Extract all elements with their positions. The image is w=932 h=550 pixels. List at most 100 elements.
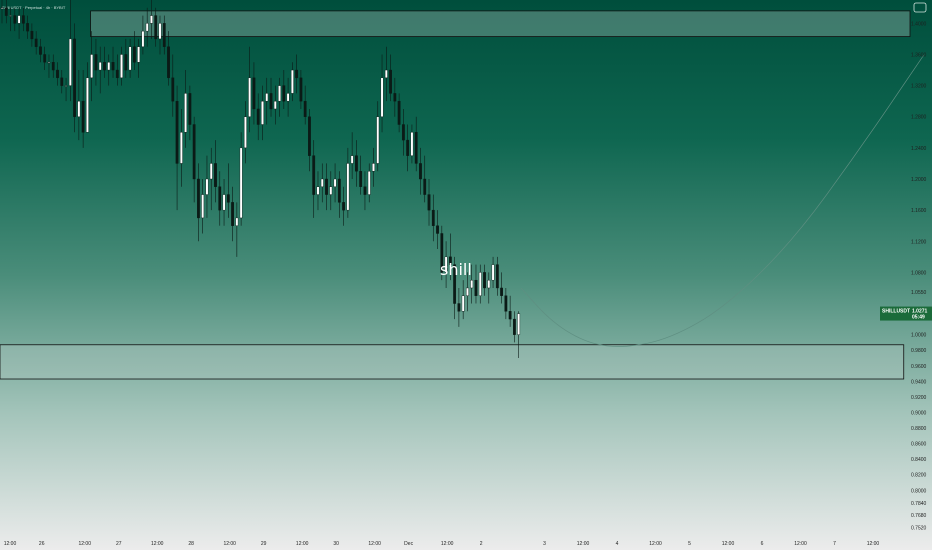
candle-body — [21, 15, 25, 24]
candle — [17, 7, 21, 39]
settings-icon[interactable] — [913, 2, 927, 13]
candle-body — [111, 62, 115, 71]
candle — [466, 272, 469, 312]
x-tick-label: 12:00 — [794, 541, 807, 547]
candle-body — [461, 295, 465, 312]
candle — [64, 77, 68, 102]
candle-body — [346, 163, 350, 211]
candle — [51, 54, 55, 78]
candle — [487, 272, 491, 304]
candle — [401, 108, 405, 156]
y-tick-label: 0.9800 — [911, 348, 927, 354]
candle-body — [248, 77, 252, 117]
candle — [30, 23, 34, 47]
candle-body — [192, 124, 196, 180]
candle-body — [316, 186, 320, 195]
y-tick-label: 0.8800 — [911, 426, 927, 432]
candle — [179, 108, 183, 187]
candle — [295, 54, 299, 94]
candle — [252, 62, 256, 125]
candle-body — [175, 100, 179, 164]
candle — [333, 163, 337, 203]
candle — [81, 70, 85, 148]
candle-body — [295, 69, 299, 79]
candle-body — [308, 116, 311, 156]
candle — [337, 171, 341, 218]
y-tick-label: 0.9400 — [911, 379, 927, 385]
candle — [470, 264, 474, 304]
candle — [278, 77, 281, 117]
x-tick-label: Dec — [404, 541, 413, 547]
candle-body — [414, 132, 418, 164]
candle-body — [30, 30, 34, 40]
candle-body — [299, 77, 303, 102]
candle-body — [4, 7, 8, 16]
candle — [205, 155, 209, 218]
y-tick-label: 1.0000 — [911, 333, 927, 339]
candle-body — [466, 287, 469, 296]
candle-body — [363, 186, 367, 195]
candle — [158, 15, 162, 55]
candle-body — [448, 256, 452, 265]
y-tick-label: 1.0800 — [911, 270, 927, 276]
candle — [329, 171, 333, 211]
y-tick-label: 0.8000 — [911, 488, 927, 494]
candle — [320, 163, 324, 203]
candle-body — [508, 311, 512, 320]
candle — [299, 70, 303, 109]
candle — [145, 7, 149, 47]
candle-body — [410, 132, 414, 156]
x-tick-label: 12:00 — [368, 541, 381, 547]
candle-body — [389, 69, 392, 94]
candle — [282, 70, 286, 109]
candle-body — [372, 163, 375, 172]
candle-body — [103, 62, 106, 71]
candle — [265, 77, 269, 125]
candle — [308, 108, 311, 172]
candle-body — [495, 264, 499, 289]
candle-body — [184, 93, 188, 133]
candle-body — [201, 194, 205, 219]
x-tick-label: 12:00 — [649, 541, 662, 547]
candle-body — [60, 77, 64, 86]
candle-body — [419, 163, 422, 180]
candle — [290, 62, 294, 102]
y-tick-label: 0.9200 — [911, 395, 927, 401]
y-tick-label: 0.7840 — [911, 501, 927, 507]
x-axis[interactable]: 12:00 26 12:00 27 12:00 28 12:00 29 12:00 30 12:00… — [4, 541, 880, 547]
candle — [141, 15, 145, 55]
candle — [239, 132, 243, 226]
candle — [436, 210, 439, 250]
candle-body — [261, 100, 264, 125]
y-tick-label: 1.2000 — [911, 177, 927, 183]
x-tick-label: 27 — [116, 541, 122, 547]
candle — [367, 163, 371, 203]
candle-body — [491, 264, 495, 281]
candle-body — [167, 46, 170, 79]
candle-body — [278, 85, 281, 102]
candle — [372, 147, 375, 187]
candle-body — [243, 116, 247, 149]
candle-body — [342, 202, 346, 211]
zone-resistance[interactable] — [90, 10, 911, 37]
candle-body — [150, 15, 153, 24]
candle-body — [209, 163, 213, 180]
candle-body — [188, 93, 192, 125]
candle — [103, 46, 106, 78]
x-tick-label: 12:00 — [577, 541, 590, 547]
candle — [43, 46, 47, 71]
candle — [222, 179, 226, 226]
y-axis[interactable]: 1.4000 1.3600 1.3200 1.2800 1.2400 1.2000 1.16… — [911, 21, 927, 531]
candle-body — [205, 178, 209, 195]
candle-body — [256, 108, 260, 125]
candle-body — [90, 54, 94, 79]
candle — [192, 116, 196, 203]
candle-body — [483, 272, 486, 289]
y-tick-label: 0.8600 — [911, 442, 927, 448]
candle-body — [367, 171, 371, 195]
candle — [209, 147, 213, 211]
zone-support[interactable] — [0, 344, 905, 380]
candle-body — [154, 15, 158, 40]
candle-body — [312, 155, 316, 195]
